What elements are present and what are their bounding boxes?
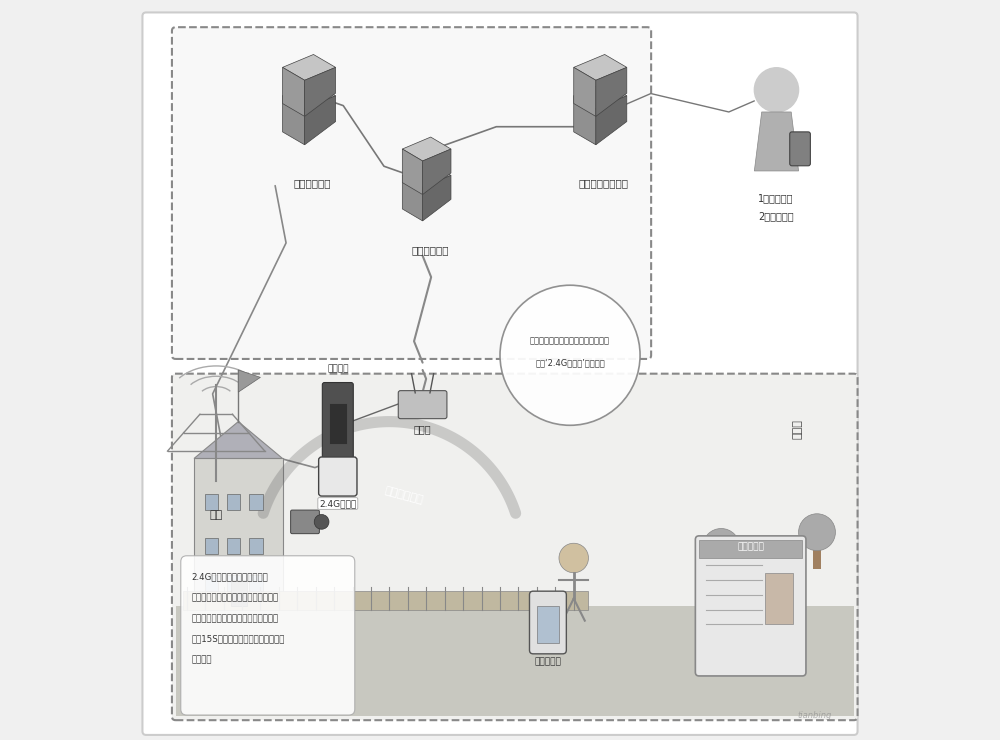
Text: 通讯服务中心: 通讯服务中心 (293, 178, 331, 188)
FancyBboxPatch shape (322, 383, 353, 461)
FancyBboxPatch shape (142, 13, 858, 735)
Polygon shape (574, 55, 627, 80)
Text: 体验演示学校: 体验演示学校 (384, 485, 425, 505)
Polygon shape (402, 137, 451, 161)
Text: 电子学生证: 电子学生证 (737, 542, 764, 551)
Bar (227, 538, 240, 554)
Bar (249, 494, 263, 510)
Polygon shape (754, 112, 799, 171)
Bar (537, 606, 559, 643)
Circle shape (314, 514, 329, 529)
Text: 1、视频信息: 1、视频信息 (758, 193, 794, 203)
Bar (205, 538, 218, 554)
FancyBboxPatch shape (172, 27, 651, 359)
Polygon shape (283, 83, 336, 109)
Text: 传输终端: 传输终端 (327, 365, 349, 374)
Text: 时视频监控系统自动采集学生进出校门: 时视频监控系统自动采集学生进出校门 (192, 614, 279, 623)
Text: 2.4G读卡器: 2.4G读卡器 (319, 499, 356, 508)
Bar (205, 575, 218, 591)
Bar (183, 591, 588, 610)
Circle shape (500, 285, 640, 426)
Bar (769, 569, 776, 599)
Circle shape (799, 514, 835, 551)
Text: 路由器: 路由器 (414, 424, 431, 434)
Polygon shape (238, 370, 260, 392)
Polygon shape (423, 175, 451, 221)
Polygon shape (596, 67, 627, 116)
Text: 会被‘2.4G读卡器’监测到。: 会被‘2.4G读卡器’监测到。 (535, 358, 605, 367)
Bar (249, 575, 263, 591)
Bar (231, 580, 247, 606)
Text: 微信企业号服务器: 微信企业号服务器 (578, 178, 628, 188)
Text: 前后15S的视频，通过微信企业号推送: 前后15S的视频，通过微信企业号推送 (192, 635, 285, 644)
FancyBboxPatch shape (529, 591, 566, 654)
Text: 给家长。: 给家长。 (192, 656, 212, 665)
Circle shape (559, 543, 588, 573)
Text: 电子学生证: 电子学生证 (534, 658, 561, 667)
Bar (813, 539, 821, 569)
FancyBboxPatch shape (398, 391, 447, 419)
Text: 学校侧: 学校侧 (792, 419, 802, 439)
Text: 学生佩戴电子学生证，当进入大门时: 学生佩戴电子学生证，当进入大门时 (530, 336, 610, 345)
Polygon shape (596, 95, 627, 145)
Text: 2.4G读卡器监测到电子学生证: 2.4G读卡器监测到电子学生证 (192, 573, 269, 582)
Bar (176, 606, 854, 716)
Text: 2、家校互动: 2、家校互动 (758, 212, 794, 221)
Bar (699, 539, 802, 558)
Text: 基站: 基站 (210, 510, 223, 520)
Bar (227, 575, 240, 591)
FancyBboxPatch shape (172, 374, 858, 720)
Polygon shape (305, 67, 336, 116)
Text: 后，上传刷卡信息到通讯服务中心，同: 后，上传刷卡信息到通讯服务中心，同 (192, 593, 279, 602)
Polygon shape (402, 149, 423, 195)
FancyBboxPatch shape (790, 132, 810, 166)
Polygon shape (574, 95, 596, 145)
Text: tianbing: tianbing (797, 711, 832, 720)
FancyBboxPatch shape (319, 457, 357, 496)
Polygon shape (402, 164, 451, 187)
Polygon shape (574, 67, 596, 116)
Bar (765, 573, 793, 625)
Polygon shape (423, 149, 451, 195)
Polygon shape (283, 95, 305, 145)
Polygon shape (574, 83, 627, 109)
FancyBboxPatch shape (291, 510, 319, 534)
Polygon shape (283, 55, 336, 80)
Bar (227, 494, 240, 510)
Text: 视频监控系统: 视频监控系统 (411, 245, 449, 255)
Circle shape (754, 543, 791, 580)
Bar (329, 403, 347, 444)
Bar (717, 554, 725, 584)
Circle shape (754, 68, 799, 112)
Polygon shape (283, 67, 305, 116)
Polygon shape (305, 95, 336, 145)
Bar (249, 538, 263, 554)
Bar (194, 459, 283, 606)
FancyBboxPatch shape (695, 536, 806, 676)
Bar (205, 494, 218, 510)
Circle shape (703, 528, 740, 565)
FancyBboxPatch shape (181, 556, 355, 715)
Polygon shape (194, 422, 283, 459)
Polygon shape (402, 175, 423, 221)
